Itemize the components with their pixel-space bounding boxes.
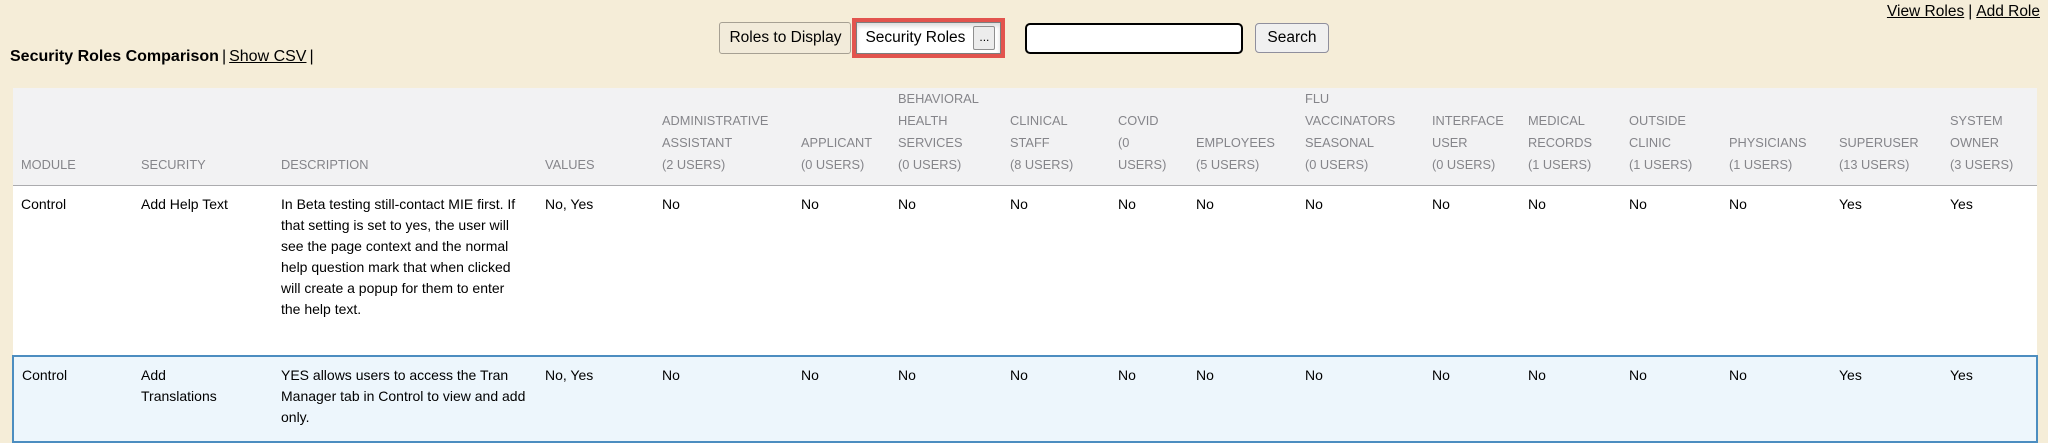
role-user-count: (3 USERS) (1950, 157, 2014, 172)
cell-role-value: No (1721, 354, 1831, 443)
cell-role-value: No (890, 354, 1002, 443)
cell-role-value: Yes (1942, 354, 2038, 443)
cell-role-value: No (1002, 185, 1110, 356)
roles-select-value: Security Roles (865, 29, 966, 46)
title-separator-2: | (309, 48, 314, 65)
role-user-count: (2 USERS) (662, 157, 726, 172)
cell-description: In Beta testing still-contact MIE first.… (273, 185, 537, 356)
table-header-row: MODULE SECURITY DESCRIPTION VALUES ADMIN… (13, 88, 2037, 186)
page-title-bar: Security Roles Comparison | Show CSV | (10, 48, 317, 66)
roles-picker-highlight: Security Roles ... (852, 18, 1006, 58)
top-right-links: View Roles | Add Role (1887, 3, 2040, 21)
cell-role-value: No (1621, 354, 1721, 443)
role-name: APPLICANT (801, 135, 873, 150)
role-name: CLINICAL STAFF (1010, 113, 1068, 150)
role-user-count: (0 USERS) (801, 157, 865, 172)
role-name: COVID (1118, 113, 1159, 128)
add-role-link[interactable]: Add Role (1976, 3, 2040, 20)
header-cell-role-employees: EMPLOYEES (5 USERS) (1188, 88, 1297, 186)
header-cell-role-system-owner: SYSTEM OWNER (3 USERS) (1942, 88, 2037, 186)
cell-values: No, Yes (537, 354, 654, 443)
search-input[interactable] (1025, 22, 1244, 54)
header-cell-role-superuser: SUPERUSER (13 USERS) (1831, 88, 1942, 186)
search-button[interactable]: Search (1255, 23, 1329, 53)
cell-role-value: No (1721, 185, 1831, 356)
cell-role-value: No (1110, 185, 1188, 356)
cell-role-value: No (1520, 354, 1621, 443)
cell-role-value: No (1297, 354, 1424, 443)
cell-role-value: No (654, 185, 793, 356)
cell-role-value: No (1188, 354, 1297, 443)
header-cell-role-administrative-assistant: ADMINISTRATIVE ASSISTANT (2 USERS) (654, 88, 793, 186)
role-user-count: (0 USERS) (1432, 157, 1496, 172)
role-name: INTERFACE USER (1432, 113, 1504, 150)
cell-module: Control (12, 354, 133, 443)
role-name: FLU VACCINATORS SEASONAL (1305, 91, 1396, 150)
header-cell-role-flu-vaccinators-seasonal: FLU VACCINATORS SEASONAL (0 USERS) (1297, 88, 1424, 186)
role-name: MEDICAL RECORDS (1528, 113, 1592, 150)
page-title: Security Roles Comparison (10, 48, 219, 65)
security-roles-comparison-table-container: MODULE SECURITY DESCRIPTION VALUES ADMIN… (12, 88, 2038, 443)
cell-role-value: No (793, 354, 890, 443)
cell-security: Add Translations (133, 354, 273, 443)
role-name: EMPLOYEES (1196, 135, 1275, 150)
cell-role-value: No (890, 185, 1002, 356)
roles-to-display-button[interactable]: Roles to Display (719, 22, 852, 54)
role-user-count: (5 USERS) (1196, 157, 1260, 172)
role-name: OUTSIDE CLINIC (1629, 113, 1686, 150)
cell-module: Control (13, 185, 133, 356)
show-csv-link[interactable]: Show CSV (229, 48, 307, 65)
role-name: BEHAVIORAL HEALTH SERVICES (898, 91, 979, 150)
role-user-count: (0 USERS) (1118, 135, 1167, 172)
links-separator: | (1968, 3, 1973, 20)
role-name: PHYSICIANS (1729, 135, 1807, 150)
header-cell-security: SECURITY (133, 88, 273, 186)
header-cell-role-clinical-staff: CLINICAL STAFF (8 USERS) (1002, 88, 1110, 186)
table-row-add-translations-selected[interactable]: Control Add Translations YES allows user… (12, 354, 2038, 443)
header-cell-description: DESCRIPTION (273, 88, 537, 186)
role-user-count: (1 USERS) (1528, 157, 1592, 172)
cell-values: No, Yes (537, 185, 654, 356)
cell-role-value: Yes (1942, 185, 2037, 356)
roles-select[interactable]: Security Roles ... (856, 22, 1002, 54)
cell-role-value: No (793, 185, 890, 356)
security-roles-comparison-table: MODULE SECURITY DESCRIPTION VALUES ADMIN… (12, 88, 2038, 443)
view-roles-link[interactable]: View Roles (1886, 3, 1965, 20)
header-cell-role-medical-records: MEDICAL RECORDS (1 USERS) (1520, 88, 1621, 186)
cell-role-value: Yes (1831, 354, 1942, 443)
header-cell-role-outside-clinic: OUTSIDE CLINIC (1 USERS) (1621, 88, 1721, 186)
header-cell-module: MODULE (13, 88, 133, 186)
role-user-count: (8 USERS) (1010, 157, 1074, 172)
role-name: SYSTEM OWNER (1950, 113, 2003, 150)
cell-security: Add Help Text (133, 185, 273, 356)
cell-role-value: No (1297, 185, 1424, 356)
role-user-count: (1 USERS) (1629, 157, 1693, 172)
header-cell-role-applicant: APPLICANT (0 USERS) (793, 88, 890, 186)
cell-role-value: Yes (1831, 185, 1942, 356)
table-row-add-help-text[interactable]: Control Add Help Text In Beta testing st… (13, 185, 2037, 356)
header-cell-role-covid: COVID (0 USERS) (1110, 88, 1188, 186)
role-user-count: (0 USERS) (898, 157, 962, 172)
cell-description: YES allows users to access the Tran Mana… (273, 354, 537, 443)
cell-role-value: No (1621, 185, 1721, 356)
role-name: ADMINISTRATIVE ASSISTANT (662, 113, 769, 150)
roles-picker-ellipsis-button[interactable]: ... (973, 26, 996, 50)
role-name: SUPERUSER (1839, 135, 1919, 150)
title-separator-1: | (221, 48, 227, 65)
cell-role-value: No (1188, 185, 1297, 356)
header-cell-role-physicians: PHYSICIANS (1 USERS) (1721, 88, 1831, 186)
header-cell-role-interface-user: INTERFACE USER (0 USERS) (1424, 88, 1520, 186)
role-user-count: (0 USERS) (1305, 157, 1369, 172)
header-cell-role-behavioral-health-services: BEHAVIORAL HEALTH SERVICES (0 USERS) (890, 88, 1002, 186)
header-cell-values: VALUES (537, 88, 654, 186)
cell-role-value: No (1424, 185, 1520, 356)
role-user-count: (1 USERS) (1729, 157, 1793, 172)
cell-role-value: No (1424, 354, 1520, 443)
cell-role-value: No (1110, 354, 1188, 443)
cell-role-value: No (654, 354, 793, 443)
cell-role-value: No (1520, 185, 1621, 356)
role-user-count: (13 USERS) (1839, 157, 1910, 172)
cell-role-value: No (1002, 354, 1110, 443)
roles-toolbar: Roles to Display Security Roles ... Sear… (0, 18, 2048, 58)
